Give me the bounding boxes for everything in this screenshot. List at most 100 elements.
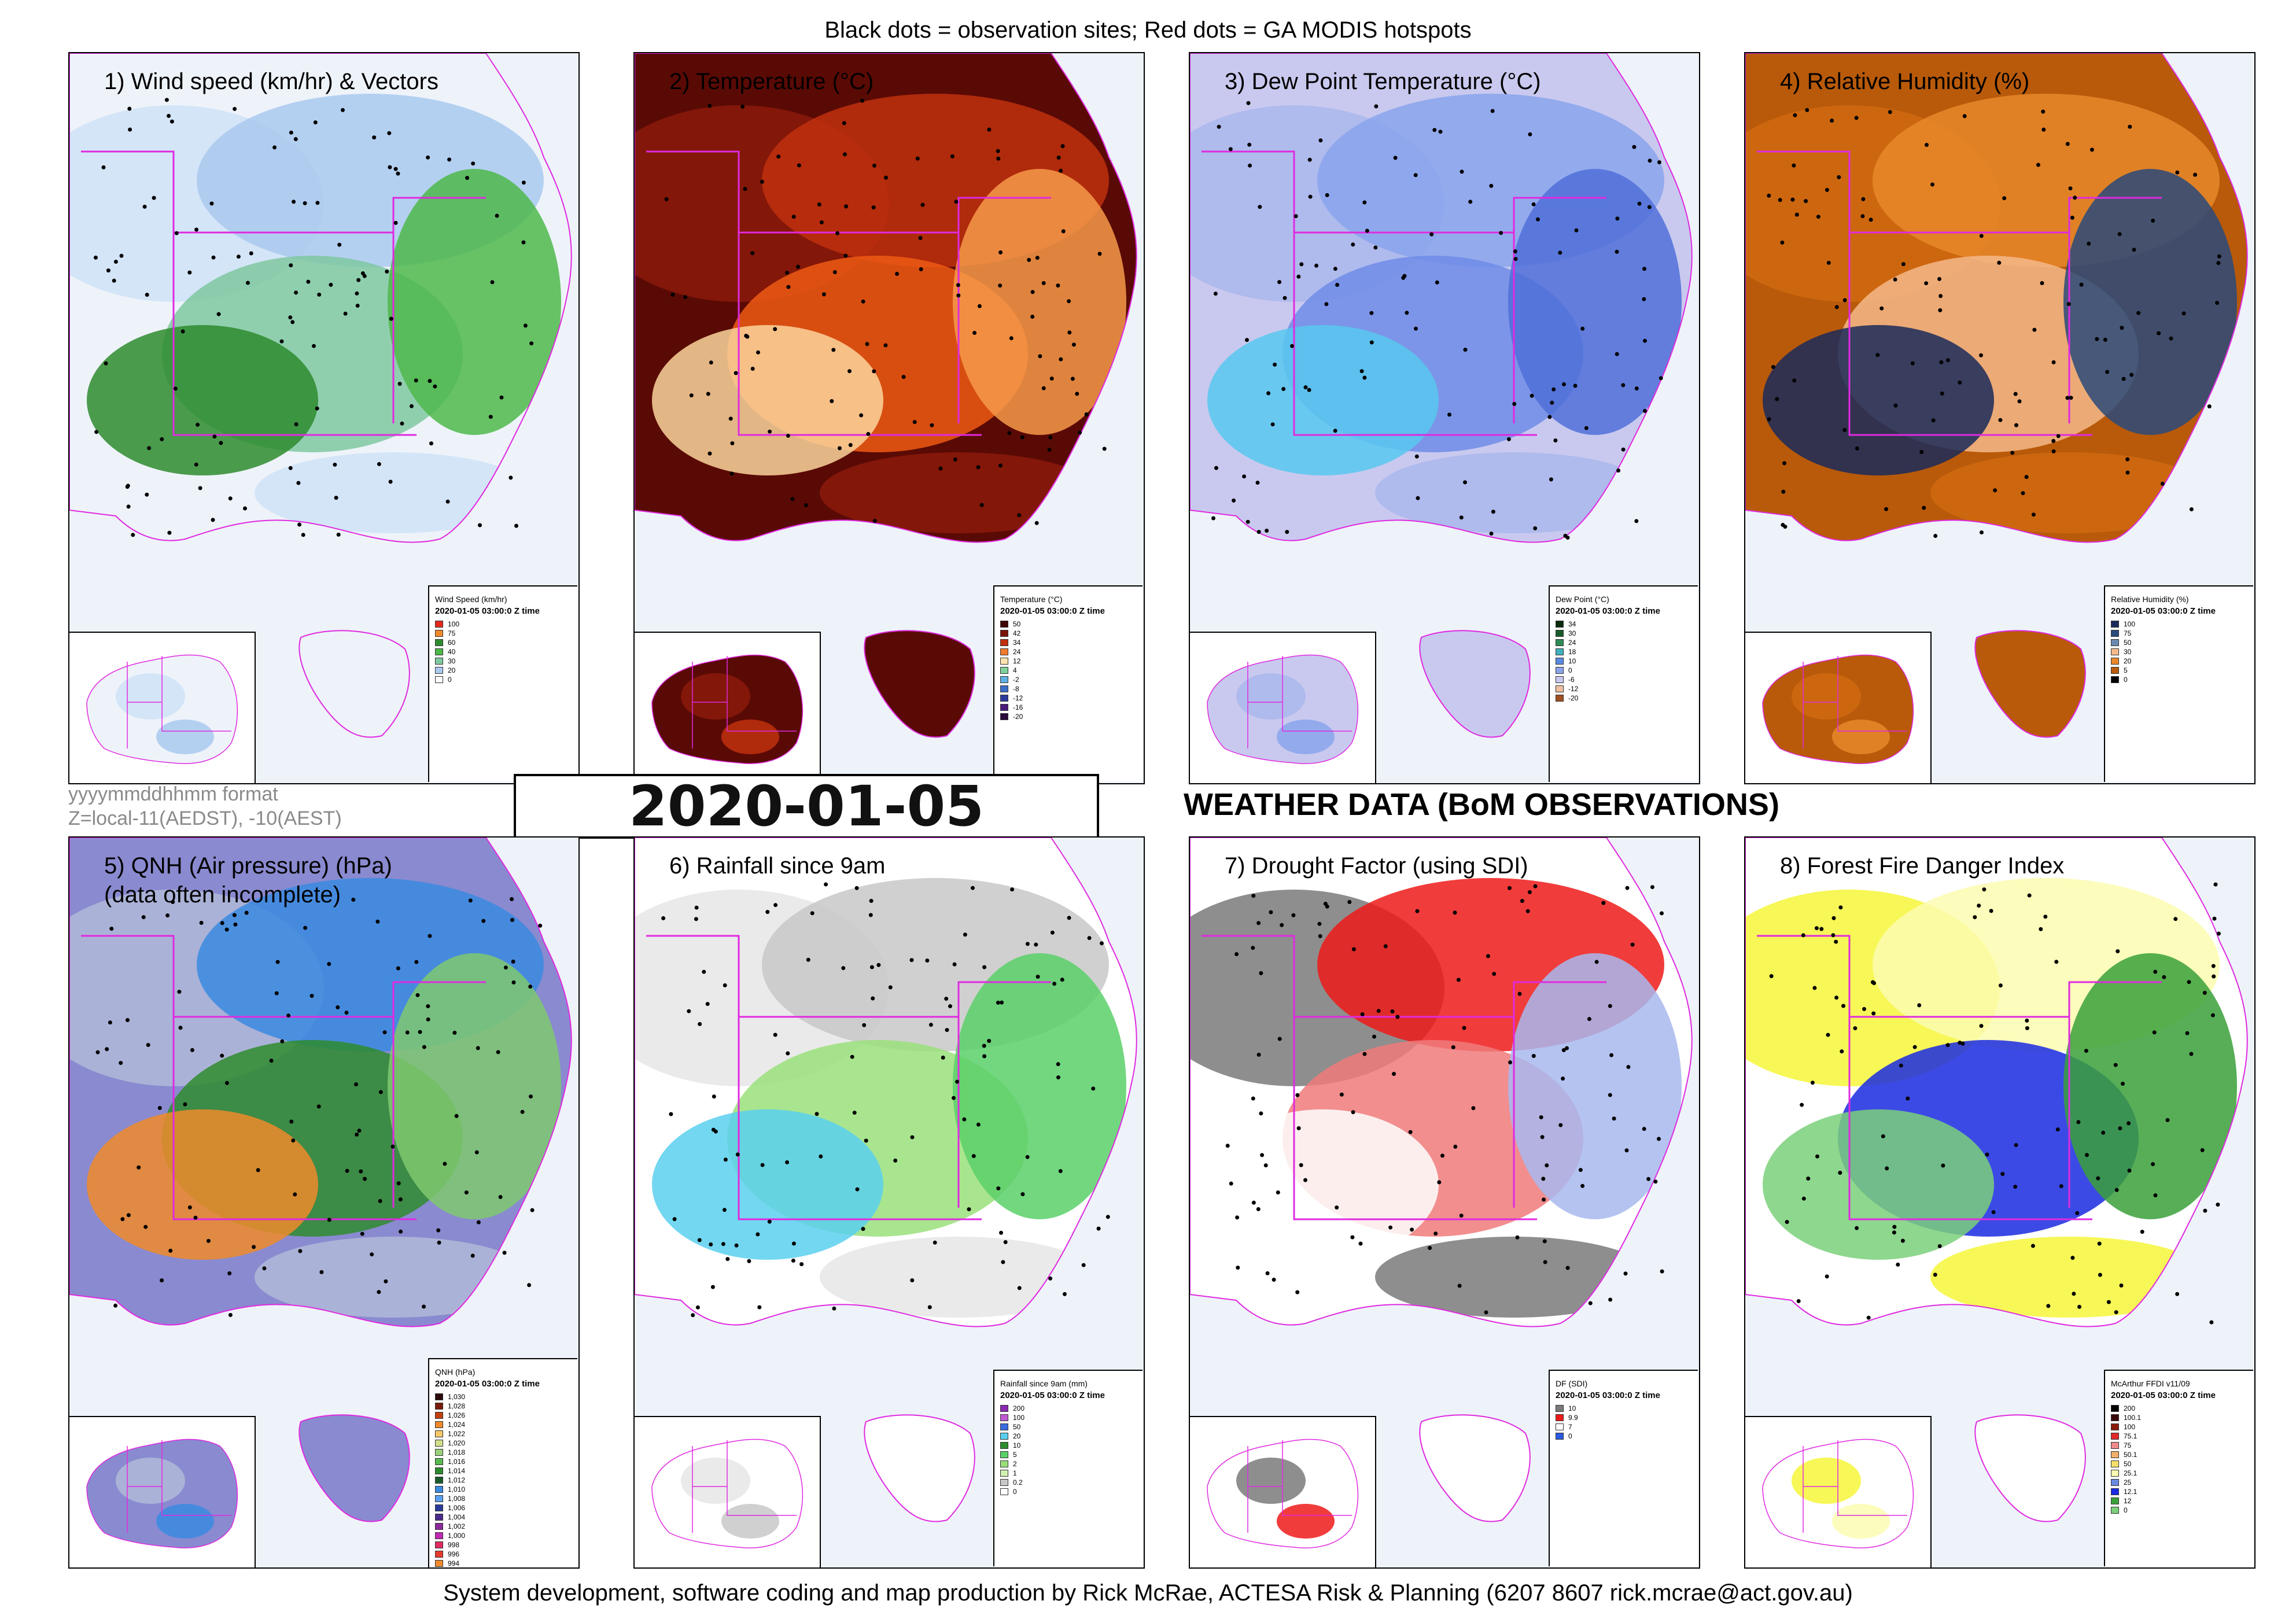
legend-swatch xyxy=(1000,667,1008,674)
legend-label: 1 xyxy=(1013,1469,1017,1477)
legend-label: 20 xyxy=(1013,1432,1021,1440)
legend-entry: 100 xyxy=(435,619,572,629)
legend-swatch xyxy=(435,639,443,646)
legend-swatch xyxy=(2111,639,2119,646)
legend-entry: 75.1 xyxy=(2111,1432,2247,1441)
legend-swatch xyxy=(1000,704,1008,711)
legend-label: 1,020 xyxy=(448,1439,466,1447)
legend-entry: 40 xyxy=(435,647,572,656)
legend-label: 60 xyxy=(448,639,456,647)
legend-swatch xyxy=(1556,648,1564,655)
legend: Relative Humidity (%) 2020-01-05 03:00:0… xyxy=(2104,585,2253,782)
legend-label: 30 xyxy=(2124,648,2132,656)
legend-subtitle: 2020-01-05 03:00:0 Z time xyxy=(2111,1390,2216,1400)
legend-swatch xyxy=(435,648,443,655)
page-title: WEATHER DATA (BoM OBSERVATIONS) xyxy=(1184,787,1779,822)
legend-swatch xyxy=(435,1449,443,1456)
legend-swatch xyxy=(435,658,443,665)
legend-swatch xyxy=(2111,1470,2119,1477)
panel-title: 7) Drought Factor (using SDI) xyxy=(1225,853,1528,879)
legend: Temperature (°C) 2020-01-05 03:00:0 Z ti… xyxy=(993,585,1143,782)
panel-qnh: 5) QNH (Air pressure) (hPa) (data often … xyxy=(68,836,580,1569)
legend-entry: 1,002 xyxy=(435,1522,572,1531)
legend-swatch xyxy=(1000,1423,1008,1430)
legend-entry: 25.1 xyxy=(2111,1469,2247,1478)
legend-entry: 5 xyxy=(1000,1450,1137,1459)
legend-entry: 75 xyxy=(2111,1441,2247,1450)
legend-entry: 9.9 xyxy=(1556,1413,1692,1422)
legend-entry: 24 xyxy=(1556,638,1692,647)
legend-entry: 10 xyxy=(1556,656,1692,666)
header-note: Black dots = observation sites; Red dots… xyxy=(824,17,1472,43)
legend-label: 100.1 xyxy=(2124,1414,2142,1422)
legend-label: 1,002 xyxy=(448,1522,466,1530)
legend-label: 1,024 xyxy=(448,1421,466,1429)
legend-label: 200 xyxy=(1013,1404,1025,1412)
legend-entry: 1,020 xyxy=(435,1438,572,1448)
format-note: yyyymmddhhmm format Z=local-11(AEDST), -… xyxy=(68,782,342,831)
legend-subtitle: 2020-01-05 03:00:0 Z time xyxy=(435,606,540,616)
legend-label: 20 xyxy=(448,666,456,674)
legend-entry: 42 xyxy=(1000,629,1137,638)
legend-swatch xyxy=(1000,648,1008,655)
format-note-line-1: yyyymmddhhmm format xyxy=(68,783,278,805)
legend-label: 996 xyxy=(448,1550,460,1558)
panel-ffdi: 8) Forest Fire Danger Index McArthur FFD… xyxy=(1744,836,2256,1569)
australia-inset xyxy=(69,632,256,783)
legend-label: 0 xyxy=(2124,1506,2128,1514)
legend-entry: 7 xyxy=(1556,1422,1692,1432)
legend-label: 75 xyxy=(448,629,456,637)
legend-entry: 100 xyxy=(1000,1413,1137,1422)
legend-label: 42 xyxy=(1013,629,1021,637)
legend-label: 994 xyxy=(448,1559,460,1567)
legend-swatch xyxy=(435,1486,443,1493)
legend-entry: 1,030 xyxy=(435,1392,572,1401)
legend-label: 100 xyxy=(2124,620,2136,628)
australia-inset xyxy=(635,1416,821,1567)
legend-swatch xyxy=(1000,685,1008,692)
legend-swatch xyxy=(435,1467,443,1474)
legend-swatch xyxy=(435,1403,443,1410)
legend-subtitle: 2020-01-05 03:00:0 Z time xyxy=(1556,1390,1660,1400)
legend-entry: 30 xyxy=(2111,647,2247,656)
legend-label: 75.1 xyxy=(2124,1432,2137,1440)
legend-subtitle: 2020-01-05 03:00:0 Z time xyxy=(435,1379,540,1389)
legend-entry: 0 xyxy=(2111,675,2247,684)
legend-label: 75 xyxy=(2124,629,2132,637)
legend-swatch xyxy=(1000,676,1008,683)
legend-swatch xyxy=(1000,1405,1008,1412)
legend-label: -12 xyxy=(1013,694,1023,702)
legend-label: -20 xyxy=(1568,694,1579,702)
legend-title: McArthur FFDI v11/09 xyxy=(2111,1379,2190,1388)
panel-title: 5) QNH (Air pressure) (hPa) (data often … xyxy=(104,853,392,908)
legend-label: 24 xyxy=(1568,639,1576,647)
legend-entry: 0.2 xyxy=(1000,1478,1137,1487)
legend-label: 1,010 xyxy=(448,1485,466,1493)
legend-entry: 0 xyxy=(1000,1487,1137,1496)
legend-entry: 25 xyxy=(2111,1478,2247,1487)
legend-swatch xyxy=(1556,1423,1564,1430)
legend-label: 75 xyxy=(2124,1441,2132,1449)
legend-swatch xyxy=(2111,1488,2119,1495)
legend-subtitle: 2020-01-05 03:00:0 Z time xyxy=(1556,606,1660,616)
legend-label: 25.1 xyxy=(2124,1469,2137,1477)
legend-swatch xyxy=(435,1541,443,1548)
legend-swatch xyxy=(1556,621,1564,628)
legend-label: 10 xyxy=(1568,657,1576,665)
panel-wind-speed: 1) Wind speed (km/hr) & Vectors Wind Spe… xyxy=(68,52,580,784)
legend-swatch xyxy=(1000,1488,1008,1495)
legend-swatch xyxy=(1556,630,1564,637)
legend-swatch xyxy=(2111,1460,2119,1467)
legend-title: Rainfall since 9am (mm) xyxy=(1000,1379,1088,1388)
legend-swatch xyxy=(2111,1507,2119,1514)
legend-swatch xyxy=(435,1458,443,1465)
panel-temperature: 2) Temperature (°C) Temperature (°C) 202… xyxy=(633,52,1145,784)
legend-title: Temperature (°C) xyxy=(1000,595,1063,604)
legend-swatch xyxy=(435,1412,443,1419)
legend-entry: 50 xyxy=(2111,1459,2247,1469)
panel-rainfall: 6) Rainfall since 9am Rainfall since 9am… xyxy=(633,836,1145,1569)
legend-label: 100 xyxy=(448,620,460,628)
legend-label: 9.9 xyxy=(1568,1414,1578,1422)
legend-swatch xyxy=(1556,1414,1564,1421)
legend-entry: 998 xyxy=(435,1540,572,1550)
